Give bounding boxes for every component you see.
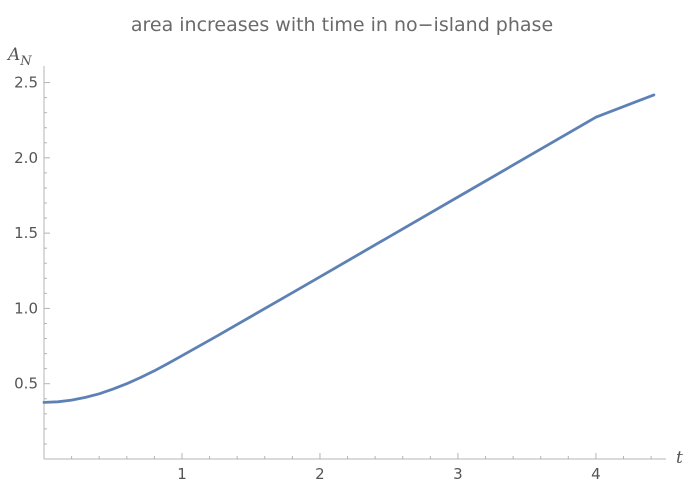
y-tick-label: 1.0 xyxy=(14,299,38,317)
x-axis-label: t xyxy=(676,448,683,468)
y-axis-label-subscript: N xyxy=(19,54,32,69)
x-tick-label: 3 xyxy=(453,465,463,482)
series-line xyxy=(42,93,656,404)
y-tick-label: 0.5 xyxy=(14,375,38,393)
y-tick-label: 2.0 xyxy=(14,149,38,167)
y-axis-label: AN xyxy=(6,45,32,69)
y-tick-label: 2.5 xyxy=(14,74,38,92)
x-tick-label: 1 xyxy=(177,465,187,482)
chart-title: area increases with time in no−island ph… xyxy=(131,14,553,36)
y-axis-label-base: A xyxy=(6,45,20,65)
ticks: 1 2 3 4 0.5 1.0 1.5 2.0 2.5 xyxy=(14,74,652,482)
axes xyxy=(43,66,666,460)
x-tick-label: 4 xyxy=(591,465,601,482)
y-tick-label: 1.5 xyxy=(14,224,38,242)
x-tick-label: 2 xyxy=(315,465,325,482)
series-group xyxy=(42,93,656,404)
